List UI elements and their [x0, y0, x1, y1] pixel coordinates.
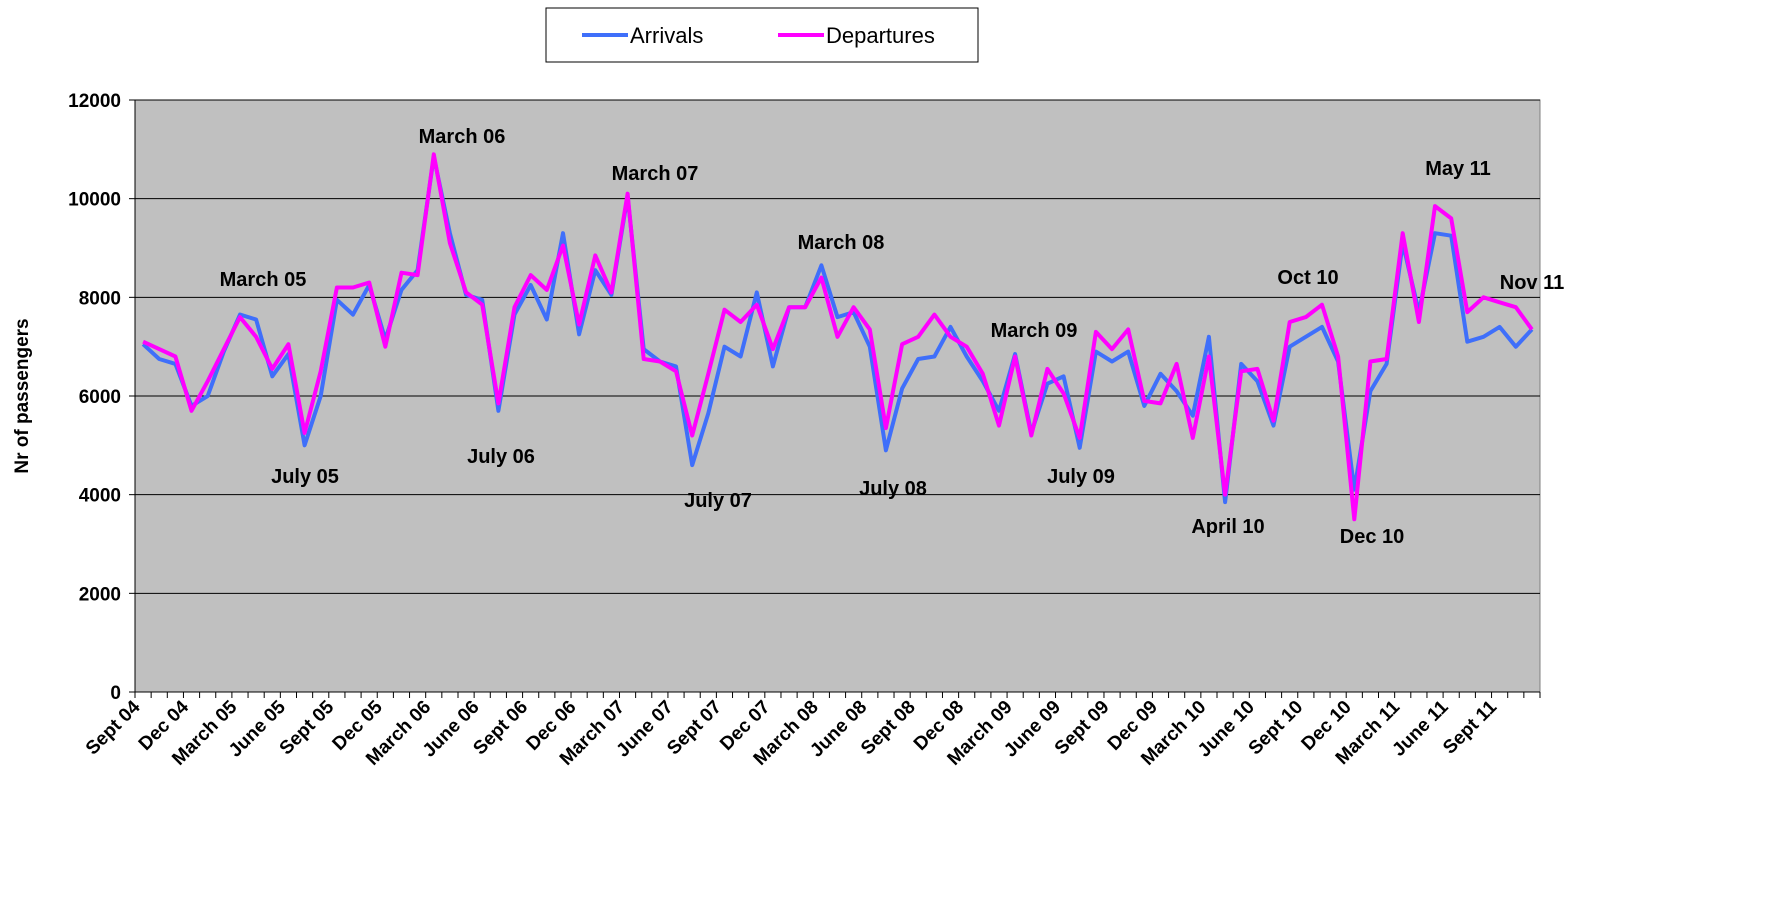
x-tick-label: Sept 10 [1245, 697, 1308, 760]
x-tick-label: Sept 04 [82, 696, 145, 759]
annotation: March 09 [991, 320, 1078, 342]
annotation: July 07 [684, 490, 752, 512]
y-tick-label: 0 [110, 683, 121, 704]
annotation: May 11 [1425, 158, 1491, 180]
y-tick-label: 6000 [79, 387, 121, 408]
annotation: March 08 [798, 232, 885, 254]
annotation: March 06 [419, 126, 506, 148]
x-tick-label: Sept 07 [663, 697, 726, 760]
series-line [142, 152, 1534, 522]
legend-label: Arrivals [630, 23, 703, 48]
annotation: Nov 11 [1500, 272, 1564, 294]
y-tick-label: 12000 [68, 91, 121, 112]
annotation: Dec 10 [1340, 526, 1405, 548]
x-tick-label: Sept 08 [857, 697, 920, 760]
legend-label: Departures [826, 23, 935, 48]
annotation: July 08 [859, 478, 927, 500]
y-tick-label: 10000 [68, 190, 121, 211]
x-tick-label: Sept 06 [469, 697, 532, 760]
y-axis-label: Nr of passengers [12, 318, 33, 473]
annotation: July 06 [467, 446, 535, 468]
y-tick-label: 8000 [79, 288, 121, 309]
x-tick-label: Sept 09 [1051, 697, 1114, 760]
annotation: July 09 [1047, 466, 1115, 488]
y-tick-label: 2000 [79, 584, 121, 605]
annotation: March 05 [220, 269, 307, 291]
x-tick-label: Sept 11 [1439, 696, 1501, 758]
annotation: March 07 [612, 163, 699, 185]
annotation: Oct 10 [1277, 267, 1338, 289]
x-tick-label: Sept 05 [276, 696, 339, 759]
annotation: April 10 [1191, 516, 1264, 538]
y-tick-label: 4000 [79, 486, 121, 507]
annotation: July 05 [271, 466, 339, 488]
